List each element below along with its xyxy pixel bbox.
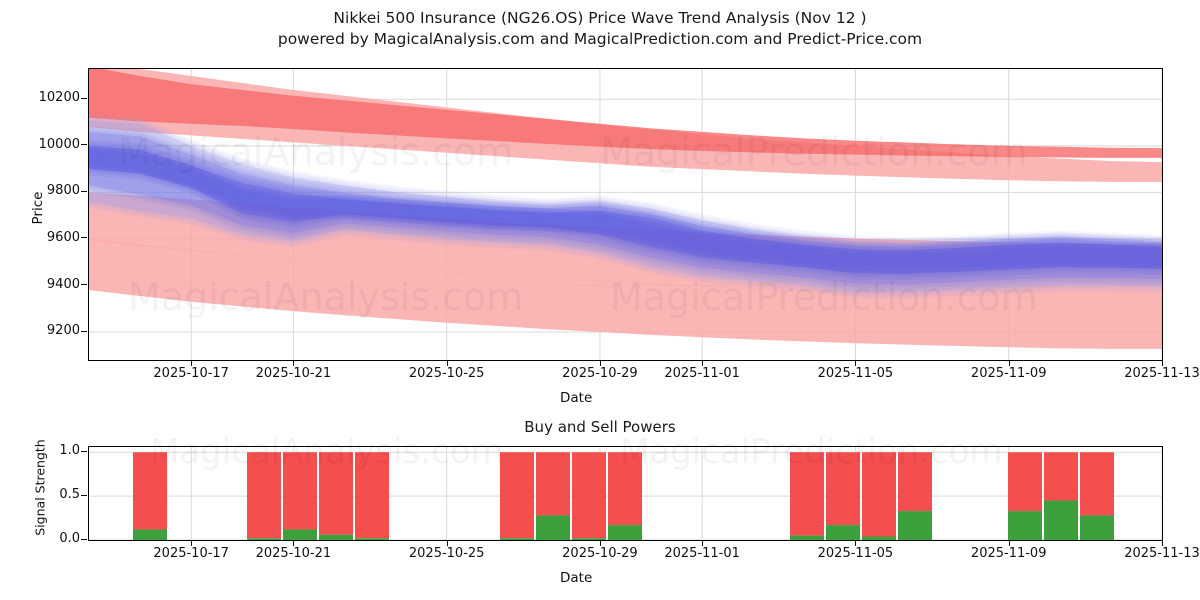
- sell-power-bar: [1080, 452, 1114, 516]
- powers-x-tick: 2025-11-09: [949, 540, 1069, 561]
- buy-power-bar: [826, 525, 860, 540]
- title-line-1: Nikkei 500 Insurance (NG26.OS) Price Wav…: [333, 9, 867, 27]
- sell-power-bar: [355, 452, 389, 539]
- buy-power-bar: [790, 535, 824, 540]
- sell-power-bar: [133, 452, 167, 530]
- sell-power-bar: [862, 452, 896, 537]
- price-y-tick: 9800: [10, 183, 87, 198]
- buy-power-bar: [247, 538, 281, 540]
- sell-power-bar: [790, 452, 824, 536]
- price-chart-plot-area: [88, 68, 1163, 361]
- price-x-axis-title: Date: [560, 390, 593, 406]
- buy-power-bar: [536, 515, 570, 540]
- price-x-tick: 2025-11-05: [795, 360, 915, 381]
- price-x-tick: 2025-10-29: [540, 360, 660, 381]
- sell-power-bar: [608, 452, 642, 526]
- powers-x-tick: 2025-11-05: [795, 540, 915, 561]
- buy-power-bar: [1044, 500, 1078, 540]
- powers-chart-plot-area: [88, 446, 1163, 541]
- powers-y-tick: 1.0: [10, 443, 87, 458]
- price-y-tick: 10200: [10, 90, 87, 105]
- price-x-tick: 2025-11-09: [949, 360, 1069, 381]
- buy-power-bar: [572, 538, 606, 540]
- buy-power-bar: [355, 538, 389, 540]
- powers-y-tick: 0.0: [10, 531, 87, 546]
- powers-y-axis-title: Signal Strength: [32, 439, 48, 536]
- powers-x-tick: 2025-11-13: [1102, 540, 1200, 561]
- buy-power-bar: [319, 534, 353, 540]
- powers-x-tick: 2025-11-01: [642, 540, 762, 561]
- sell-power-bar: [283, 452, 317, 530]
- powers-x-tick: 2025-10-21: [233, 540, 353, 561]
- price-y-axis-title: Price: [30, 191, 46, 225]
- buy-power-bar: [283, 529, 317, 540]
- powers-x-tick: 2025-10-25: [387, 540, 507, 561]
- sell-power-bar: [826, 452, 860, 526]
- price-y-tick: 9600: [10, 230, 87, 245]
- title-line-2: powered by MagicalAnalysis.com and Magic…: [277, 30, 923, 48]
- buy-power-bar: [608, 525, 642, 540]
- price-y-tick: 10000: [10, 137, 87, 152]
- price-y-tick: 9400: [10, 277, 87, 292]
- price-x-tick: 2025-10-17: [131, 360, 251, 381]
- price-y-tick: 9200: [10, 323, 87, 338]
- powers-x-tick: 2025-10-29: [540, 540, 660, 561]
- price-x-tick: 2025-11-13: [1102, 360, 1200, 381]
- buy-power-bar: [1008, 511, 1042, 540]
- sell-power-bar: [572, 452, 606, 539]
- buy-power-bar: [500, 538, 534, 540]
- price-x-tick: 2025-10-25: [387, 360, 507, 381]
- sell-power-bar: [247, 452, 281, 539]
- sell-power-bar: [1008, 452, 1042, 512]
- buy-power-bar: [133, 529, 167, 540]
- price-x-tick: 2025-11-01: [642, 360, 762, 381]
- buy-power-bar: [898, 511, 932, 540]
- powers-bars-svg: [89, 447, 1162, 540]
- sell-power-bar: [1044, 452, 1078, 501]
- price-x-tick: 2025-10-21: [233, 360, 353, 381]
- price-wave-svg: [89, 69, 1162, 360]
- buy-power-bar: [1080, 515, 1114, 540]
- sell-power-bar: [500, 452, 534, 539]
- sell-power-bar: [536, 452, 570, 516]
- sell-power-bar: [898, 452, 932, 512]
- sell-power-bar: [319, 452, 353, 535]
- powers-x-tick: 2025-10-17: [131, 540, 251, 561]
- page-title: Nikkei 500 Insurance (NG26.OS) Price Wav…: [0, 8, 1200, 50]
- powers-y-tick: 0.5: [10, 487, 87, 502]
- powers-x-axis-title: Date: [560, 570, 593, 586]
- buy-power-bar: [862, 536, 896, 540]
- powers-chart-title: Buy and Sell Powers: [524, 418, 676, 436]
